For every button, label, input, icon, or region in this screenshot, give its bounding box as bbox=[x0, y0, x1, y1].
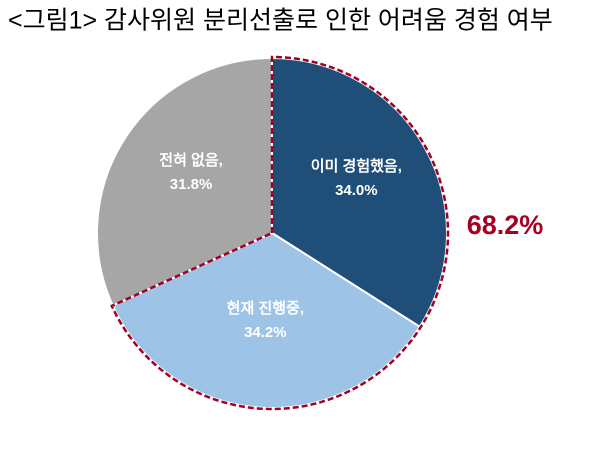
category-label: 현재 진행중, bbox=[226, 300, 305, 318]
chart-title: <그림1> 감사위원 분리선출로 인한 어려움 경험 여부 bbox=[8, 7, 553, 35]
highlight-outline bbox=[110, 55, 450, 411]
pie-slice bbox=[96, 56, 273, 307]
slice-label: 전혀 없음, 31.8% bbox=[145, 149, 237, 197]
value-label: 31.8% bbox=[169, 175, 213, 193]
value-label: 34.0% bbox=[335, 181, 378, 199]
category-label: 이미 경험했음, bbox=[310, 157, 402, 175]
slice-label: 현재 진행중, 34.2% bbox=[219, 297, 311, 345]
annotation: 68.2% bbox=[467, 210, 544, 240]
value-label: 34.2% bbox=[244, 324, 287, 342]
slice-label: 이미 경험했음, 34.0% bbox=[310, 155, 402, 203]
category-label: 전혀 없음, bbox=[159, 151, 223, 169]
